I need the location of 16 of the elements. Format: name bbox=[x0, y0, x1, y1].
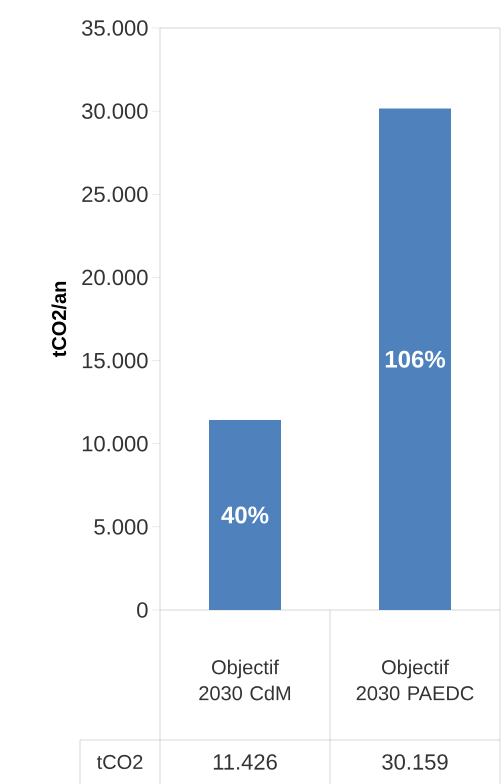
data-label: 11.426 bbox=[214, 754, 277, 770]
y-tick-label: 30.000 bbox=[82, 103, 148, 119]
data-label: 30.159 bbox=[382, 754, 448, 770]
annotation: 40% bbox=[221, 506, 268, 524]
y-tick-label: 25.000 bbox=[82, 186, 148, 202]
y-tick-label: 10.000 bbox=[82, 436, 148, 452]
y-tick-label: 20.000 bbox=[82, 270, 148, 286]
y-tick-label: 35.000 bbox=[82, 20, 148, 36]
annotation: 106% bbox=[386, 350, 446, 368]
x-tick-label: Objectif 2030 PAEDC bbox=[356, 660, 474, 700]
y-tick-label: 5.000 bbox=[94, 519, 148, 535]
y-tick-label: 0 bbox=[137, 602, 148, 618]
text: tCO2 bbox=[96, 754, 142, 770]
y-tick-label: 15.000 bbox=[82, 352, 148, 368]
y-axis-title: tCO2/an bbox=[51, 282, 66, 358]
x-tick-label: Objectif 2030 CdM bbox=[199, 660, 290, 700]
